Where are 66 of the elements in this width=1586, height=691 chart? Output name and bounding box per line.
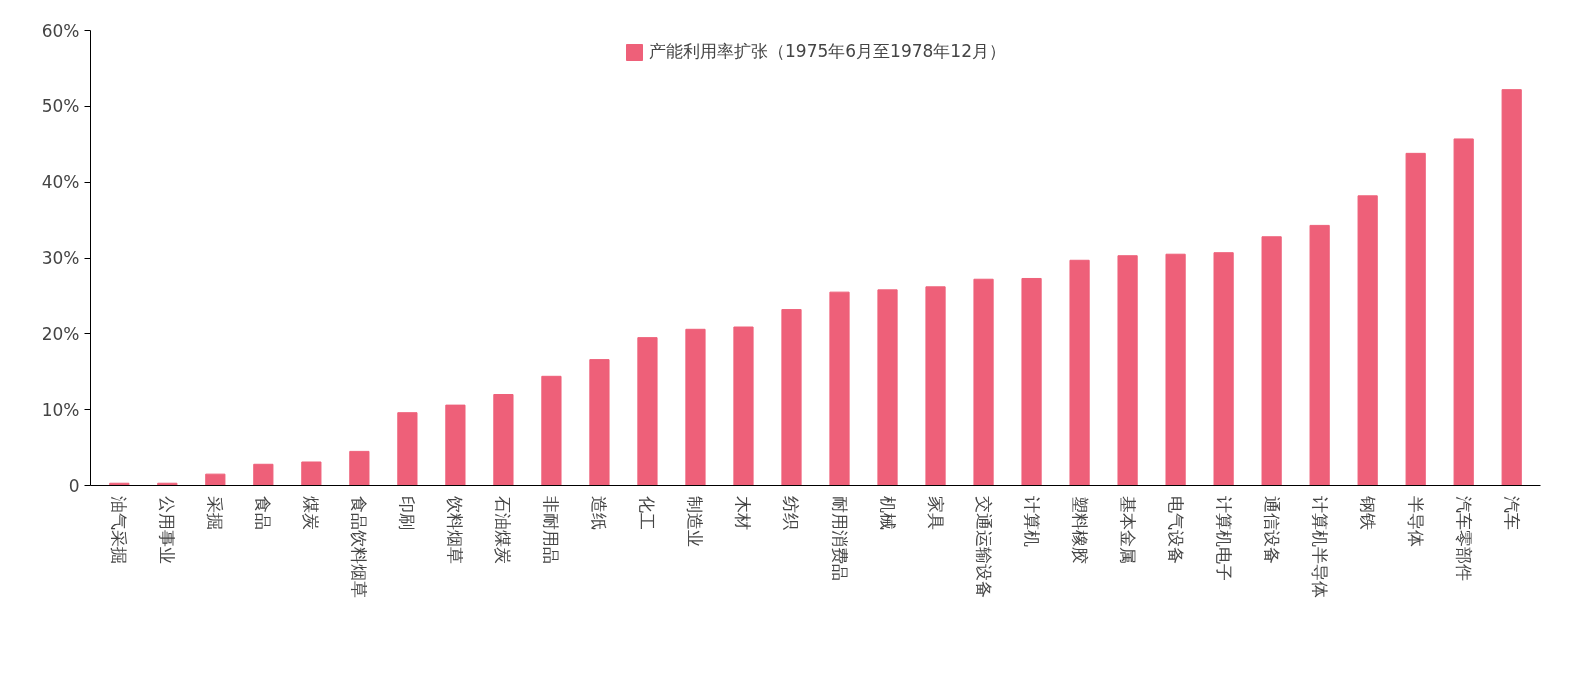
x-tick-label: 煤炭 — [301, 496, 322, 531]
bar — [445, 404, 466, 486]
x-tick-label: 计算机半导体 — [1309, 496, 1330, 599]
x-tick-label: 纺织 — [781, 496, 802, 531]
x-tick-label: 食品饮料烟草 — [349, 496, 370, 599]
bar — [1357, 195, 1378, 486]
bar — [781, 309, 802, 486]
legend-label: 产能利用率扩张（1975年6月至1978年12月） — [649, 40, 1006, 63]
bar — [397, 412, 418, 486]
x-tick-label: 计算机 — [1021, 496, 1042, 548]
bar — [589, 359, 610, 486]
y-tick-label: 0 — [68, 475, 80, 496]
x-tick-label: 电气设备 — [1165, 496, 1186, 565]
x-tick-label: 木材 — [733, 496, 754, 531]
y-tick-label: 40% — [41, 172, 80, 193]
bar — [205, 473, 226, 486]
bar — [253, 463, 274, 486]
x-tick-label: 公用事业 — [157, 496, 178, 565]
bar — [493, 394, 514, 486]
bar — [1069, 259, 1090, 486]
y-tick-label: 10% — [41, 399, 80, 420]
x-tick-label: 油气采掘 — [109, 496, 130, 565]
bar — [1021, 277, 1042, 486]
x-tick-label: 机械 — [877, 496, 898, 531]
x-tick-label: 造纸 — [589, 496, 610, 531]
bar — [877, 289, 898, 486]
x-tick-label: 计算机电子 — [1213, 496, 1234, 582]
bar — [829, 291, 850, 486]
bar — [541, 375, 562, 486]
bar — [637, 337, 658, 486]
x-tick-label: 食品 — [253, 496, 274, 531]
bar — [349, 450, 370, 486]
x-tick-label: 饮料烟草 — [445, 495, 466, 565]
x-tick-label: 钢铁 — [1357, 495, 1378, 531]
bar — [1165, 253, 1186, 486]
bar — [1309, 224, 1330, 486]
x-tick-label: 通信设备 — [1261, 496, 1282, 565]
x-tick-label: 基本金属 — [1117, 496, 1138, 565]
bar — [1405, 152, 1426, 486]
x-tick-label: 化工 — [637, 496, 658, 531]
x-tick-label: 半导体 — [1405, 496, 1426, 548]
x-tick-label: 采掘 — [205, 496, 226, 531]
x-tick-label: 汽车 — [1501, 496, 1522, 531]
x-tick-label: 家具 — [925, 496, 946, 531]
x-tick-label: 非耐用品 — [541, 496, 562, 565]
bar — [973, 278, 994, 486]
bar — [301, 461, 322, 486]
y-tick-label: 20% — [41, 323, 80, 344]
bar — [925, 286, 946, 486]
x-tick-label: 印刷 — [397, 496, 418, 531]
x-tick-label: 制造业 — [685, 496, 706, 548]
y-tick-label: 30% — [41, 248, 80, 268]
x-tick-label: 交通运输设备 — [973, 496, 994, 599]
bar — [1117, 255, 1138, 486]
bar — [1261, 236, 1282, 486]
bar — [1213, 252, 1234, 486]
bar — [733, 326, 754, 486]
y-tick-label: 60% — [41, 20, 80, 41]
bar — [1501, 89, 1522, 486]
x-tick-label: 石油煤炭 — [493, 496, 514, 565]
x-tick-label: 耐用消费品 — [829, 496, 850, 582]
x-tick-label: 塑料橡胶 — [1069, 496, 1090, 565]
bar — [685, 328, 706, 486]
x-tick-label: 汽车零部件 — [1453, 496, 1474, 582]
bar — [1453, 138, 1474, 486]
y-tick-label: 50% — [41, 96, 80, 117]
